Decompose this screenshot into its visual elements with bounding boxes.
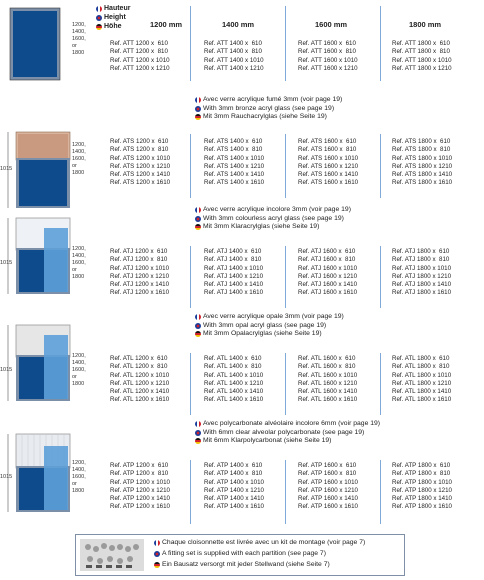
ref-column-1800: Ref. ATL 1800 x 610 Ref. ATL 1800 x 810 … — [392, 355, 452, 404]
product-section-atp: Avec polycarbonate alvéolaire incolore 6… — [0, 420, 484, 528]
footer-fr: Chaque cloisonnette est livrée avec un k… — [162, 539, 366, 546]
german-flag-icon — [195, 114, 201, 121]
uk-flag-icon — [195, 322, 201, 329]
panel-height: 1015 — [0, 166, 13, 172]
material-caption: Avec verre acrylique incolore 3mm (voir … — [195, 206, 351, 232]
ref-column-1800: Ref. ATJ 1800 x 610 Ref. ATJ 1800 x 810 … — [392, 248, 452, 297]
ref-column-1800: Ref. ATS 1800 x 610 Ref. ATS 1800 x 810 … — [392, 138, 453, 187]
caption-de: Mit 3mm Opalacrylglas (siehe Seite 19) — [203, 330, 322, 338]
product-section-ats: Avec verre acrylique fumé 3mm (voir page… — [0, 96, 484, 208]
german-flag-icon — [195, 224, 201, 231]
ref-column-1200: Ref. ATS 1200 x 610 Ref. ATS 1200 x 810 … — [110, 138, 171, 187]
caption-fr: Avec polycarbonate alvéolaire incolore 6… — [203, 420, 381, 427]
caption-de: Mit 6mm Klarpolycarbonat (siehe Seite 19… — [203, 437, 332, 445]
height-options: 1200, 1400, 1600, or 1800 — [72, 22, 86, 56]
german-flag-icon — [96, 23, 102, 30]
partition-panel-image — [7, 324, 71, 401]
caption-uk: With 3mm opal acryl glass (see page 19) — [203, 321, 327, 329]
ref-column-1800: Ref. ATT 1800 x 610 Ref. ATT 1800 x 810 … — [392, 40, 452, 72]
french-flag-icon — [96, 5, 102, 12]
french-flag-icon — [195, 421, 201, 428]
ref-column-1400: Ref. ATL 1400 x 610 Ref. ATL 1400 x 810 … — [204, 355, 264, 404]
footer-de: Ein Bausatz versorgt mit jeder Stellwand… — [162, 561, 330, 568]
ref-column-1600: Ref. ATS 1600 x 610 Ref. ATS 1600 x 810 … — [298, 138, 359, 187]
ref-column-1200: Ref. ATJ 1200 x 610 Ref. ATJ 1200 x 810 … — [110, 248, 170, 297]
ref-column-1200: Ref. ATT 1200 x 610 Ref. ATT 1200 x 810 … — [110, 40, 170, 72]
uk-flag-icon — [195, 215, 201, 222]
uk-flag-icon — [154, 550, 160, 557]
height-options: 1200, 1400, 1600, or 1800 — [72, 353, 86, 387]
caption-fr: Avec verre acrylique fumé 3mm (voir page… — [203, 96, 343, 103]
partition-panel-image — [7, 433, 71, 512]
french-flag-icon — [195, 97, 201, 104]
height-options: 1200, 1400, 1600, or 1800 — [72, 246, 86, 280]
product-section-atj: Avec verre acrylique incolore 3mm (voir … — [0, 206, 484, 310]
french-flag-icon — [154, 539, 160, 546]
caption-fr: Avec verre acrylique opale 3mm (voir pag… — [203, 313, 344, 320]
height-label-list: Hauteur Height Höhe — [96, 4, 130, 31]
caption-uk: With 3mm bronze acryl glass (see page 19… — [203, 104, 335, 112]
product-section-att: 1200, 1400, 1600, or 1800 Ref. ATT 1200 … — [0, 4, 484, 88]
french-flag-icon — [195, 314, 201, 321]
caption-uk: With 6mm clear alveolar polycarbonate (s… — [203, 428, 365, 436]
partition-panel-image — [7, 217, 71, 294]
ref-column-1400: Ref. ATP 1400 x 610 Ref. ATP 1400 x 810 … — [204, 462, 264, 511]
material-caption: Avec verre acrylique fumé 3mm (voir page… — [195, 96, 342, 122]
panel-height: 1015 — [0, 474, 13, 480]
column-divider — [380, 6, 381, 81]
product-section-atl: Avec verre acrylique opale 3mm (voir pag… — [0, 313, 484, 417]
table-header: Hauteur Height Höhe 1200 mm 1400 mm 1600… — [0, 4, 484, 32]
column-divider — [190, 6, 191, 81]
fitting-kit-image — [80, 539, 144, 571]
column-header-1200: 1200 mm — [150, 20, 183, 29]
ref-column-1600: Ref. ATP 1600 x 610 Ref. ATP 1600 x 810 … — [298, 462, 358, 511]
material-caption: Avec verre acrylique opale 3mm (voir pag… — [195, 313, 344, 339]
ref-column-1800: Ref. ATP 1800 x 610 Ref. ATP 1800 x 810 … — [392, 462, 452, 511]
caption-fr: Avec verre acrylique incolore 3mm (voir … — [203, 206, 351, 213]
partition-panel-image — [7, 131, 71, 208]
height-options: 1200, 1400, 1600, or 1800 — [72, 142, 86, 176]
fitting-set-note: Chaque cloisonnette est livrée avec un k… — [75, 534, 405, 576]
ref-column-1200: Ref. ATL 1200 x 610 Ref. ATL 1200 x 810 … — [110, 355, 170, 404]
uk-flag-icon — [195, 105, 201, 112]
height-options: 1200, 1400, 1600, or 1800 — [72, 460, 86, 494]
ref-column-1400: Ref. ATS 1400 x 610 Ref. ATS 1400 x 810 … — [204, 138, 265, 187]
french-flag-icon — [195, 207, 201, 214]
uk-flag-icon — [96, 14, 102, 21]
column-header-1800: 1800 mm — [409, 20, 442, 29]
height-label-de: Höhe — [96, 22, 130, 31]
height-label-uk: Height — [96, 13, 130, 22]
column-header-1400: 1400 mm — [222, 20, 255, 29]
fitting-set-captions: Chaque cloisonnette est livrée avec un k… — [154, 537, 365, 570]
partition-panel-image — [9, 7, 61, 81]
uk-flag-icon — [195, 429, 201, 436]
column-divider — [285, 6, 286, 81]
caption-uk: With 3mm colourless acryl glass (see pag… — [203, 214, 344, 222]
height-label-fr: Hauteur — [96, 4, 130, 13]
german-flag-icon — [195, 331, 201, 338]
ref-column-1600: Ref. ATT 1600 x 610 Ref. ATT 1600 x 810 … — [298, 40, 358, 72]
caption-de: Mit 3mm Klaracrylglas (siehe Seite 19) — [203, 223, 320, 231]
column-header-1600: 1600 mm — [315, 20, 348, 29]
ref-column-1400: Ref. ATT 1400 x 610 Ref. ATT 1400 x 810 … — [204, 40, 264, 72]
german-flag-icon — [195, 438, 201, 445]
ref-column-1600: Ref. ATJ 1600 x 610 Ref. ATJ 1600 x 810 … — [298, 248, 358, 297]
footer-uk: A fitting set is supplied with each part… — [162, 550, 326, 557]
german-flag-icon — [154, 561, 160, 568]
caption-de: Mit 3mm Rauchacrylglas (siehe Seite 19) — [203, 113, 327, 121]
panel-height: 1015 — [0, 367, 13, 373]
panel-height: 1015 — [0, 260, 13, 266]
ref-column-1200: Ref. ATP 1200 x 610 Ref. ATP 1200 x 810 … — [110, 462, 170, 511]
ref-column-1400: Ref. ATJ 1400 x 610 Ref. ATJ 1400 x 810 … — [204, 248, 264, 297]
material-caption: Avec polycarbonate alvéolaire incolore 6… — [195, 420, 380, 446]
ref-column-1600: Ref. ATL 1600 x 610 Ref. ATL 1600 x 810 … — [298, 355, 358, 404]
